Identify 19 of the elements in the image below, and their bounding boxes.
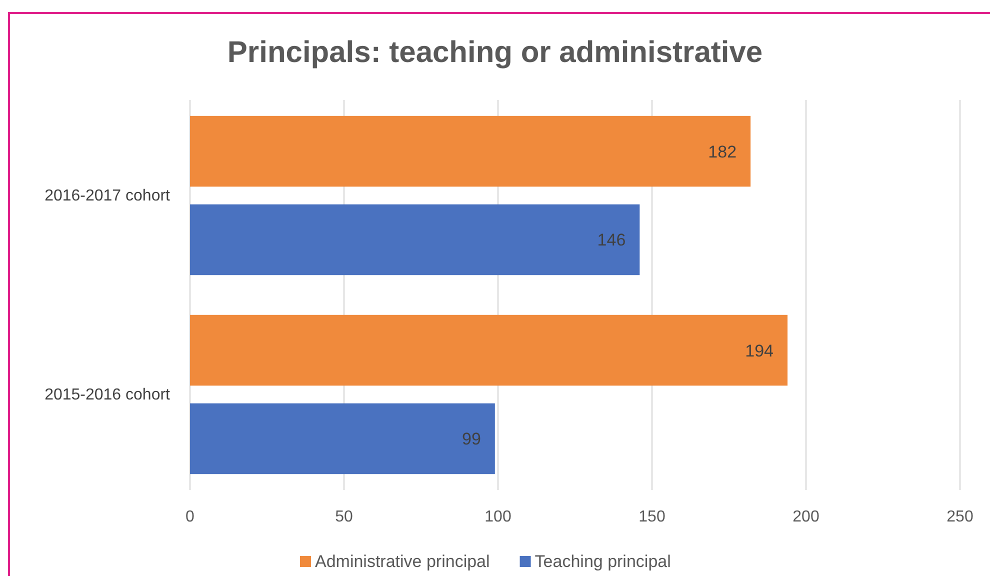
bar: [190, 314, 788, 386]
x-tick-label: 50: [335, 508, 353, 526]
data-label: 182: [708, 142, 737, 162]
x-tick-label: 100: [484, 508, 512, 526]
bar: [190, 403, 495, 474]
x-tick-label: 150: [638, 508, 666, 526]
legend-label: Teaching principal: [534, 552, 671, 571]
bar: [190, 204, 640, 276]
y-tick-label: 2016-2017 cohort: [44, 188, 171, 205]
data-label: 99: [462, 430, 481, 449]
legend-label: Administrative principal: [315, 552, 490, 571]
chart-title: Principals: teaching or administrative: [227, 36, 763, 69]
x-tick-label: 200: [792, 508, 820, 526]
data-label: 194: [745, 341, 774, 360]
y-tick-label: 2015-2016 cohort: [44, 386, 171, 404]
x-tick-label: 250: [946, 508, 974, 526]
bar: [190, 116, 751, 187]
x-tick-label: 0: [186, 508, 195, 526]
data-label: 146: [597, 230, 626, 250]
